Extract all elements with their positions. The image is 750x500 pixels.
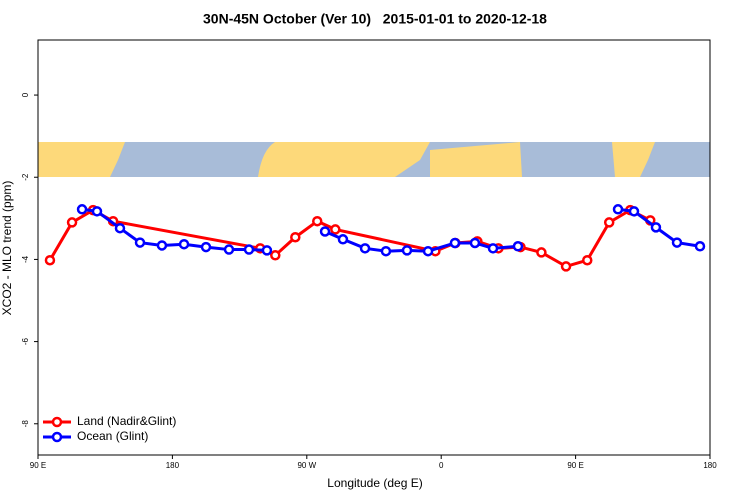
point xyxy=(560,261,572,272)
y-axis-label: XCO2 - MLO trend (ppm) xyxy=(0,181,14,316)
y-tick-label: 0 xyxy=(21,92,30,97)
point xyxy=(628,206,640,217)
point xyxy=(178,238,190,250)
point xyxy=(469,237,481,249)
map-strip xyxy=(38,142,710,177)
point xyxy=(319,226,331,237)
point xyxy=(359,243,371,254)
point xyxy=(612,204,624,215)
point xyxy=(44,254,56,266)
y-tick-label: -2 xyxy=(21,173,30,181)
y-tick-label: -4 xyxy=(21,255,30,263)
legend-label: Ocean (Glint) xyxy=(77,429,148,443)
point xyxy=(66,217,78,228)
point xyxy=(243,244,255,255)
point xyxy=(337,234,349,245)
point xyxy=(134,237,146,248)
legend-marker xyxy=(51,431,63,443)
point xyxy=(330,224,341,235)
x-tick-label: 90 E xyxy=(567,461,583,470)
x-tick-label: 180 xyxy=(166,461,180,470)
point xyxy=(156,240,168,251)
x-tick-label: 90 W xyxy=(297,461,316,470)
legend-label: Land (Nadir&Glint) xyxy=(77,414,176,428)
legend-marker xyxy=(51,416,63,428)
y-tick-label: -6 xyxy=(21,337,30,345)
point xyxy=(290,231,301,243)
point xyxy=(200,241,212,253)
point xyxy=(76,204,88,215)
point xyxy=(694,241,706,252)
point xyxy=(401,245,413,256)
point xyxy=(270,250,281,261)
x-axis-label: Longitude (deg E) xyxy=(327,476,422,490)
point xyxy=(671,237,683,248)
point xyxy=(536,247,547,258)
point xyxy=(603,217,615,228)
y-tick-label: -8 xyxy=(21,420,30,428)
plot-frame xyxy=(37,39,711,456)
x-tick-label: 180 xyxy=(703,461,717,470)
point xyxy=(91,206,103,217)
point xyxy=(449,237,461,249)
point xyxy=(512,241,524,252)
x-tick-label: 90 E xyxy=(30,461,46,470)
point xyxy=(422,245,434,257)
point xyxy=(487,243,499,254)
point xyxy=(380,245,392,257)
point xyxy=(650,222,662,233)
point xyxy=(581,254,593,266)
point xyxy=(114,222,126,234)
point xyxy=(223,244,235,255)
point xyxy=(312,215,323,227)
chart-title: 30N-45N October (Ver 10) 2015-01-01 to 2… xyxy=(203,11,547,27)
point xyxy=(261,245,273,256)
x-tick-label: 0 xyxy=(439,461,444,470)
